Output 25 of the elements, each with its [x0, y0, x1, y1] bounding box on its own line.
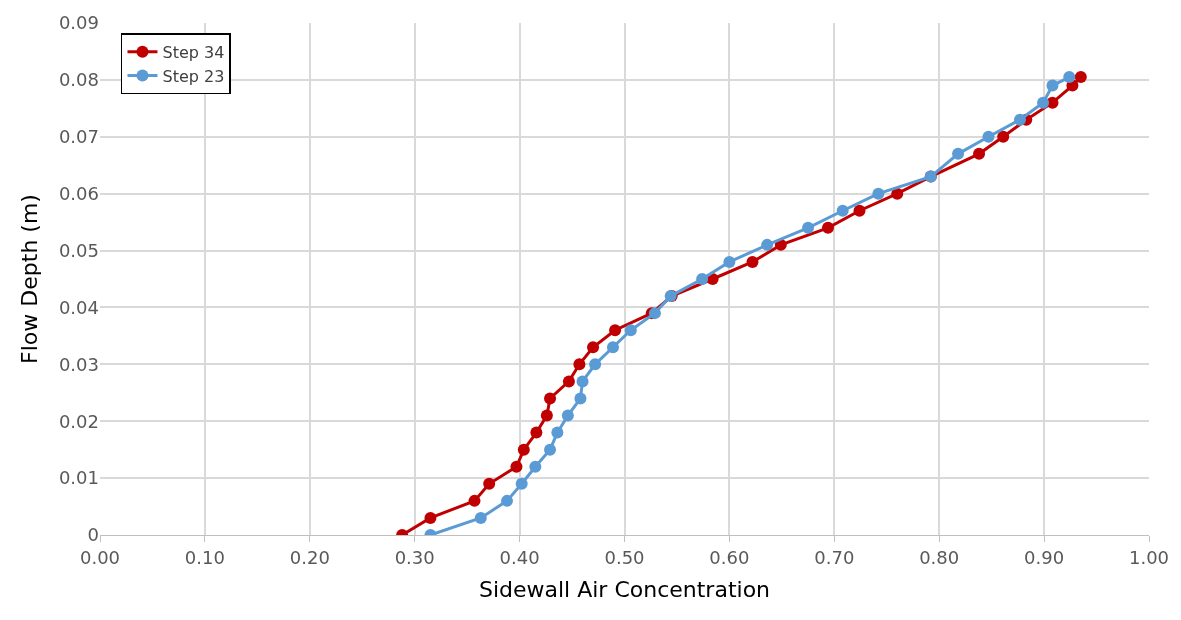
y-axis-title: Flow Depth (m)	[16, 194, 42, 364]
y-tick-label: 0.09	[58, 12, 99, 34]
x-tick-label: 0.20	[289, 546, 330, 568]
x-tick-label: 0.50	[604, 546, 645, 568]
y-tick-label: 0.04	[58, 296, 99, 318]
y-tick-label: 0.02	[58, 410, 99, 432]
legend-label: Step 23	[162, 66, 225, 86]
x-axis-title: Sidewall Air Concentration	[478, 577, 771, 603]
x-tick-label: 0.10	[184, 546, 225, 568]
y-tick-label: 0	[87, 524, 99, 546]
x-tick-label: 0.00	[79, 546, 121, 568]
y-tick-label: 0.08	[58, 69, 99, 91]
x-tick-label: 0.80	[919, 546, 960, 568]
y-tick-label: 0.03	[58, 353, 99, 375]
legend-label: Step 34	[162, 42, 225, 62]
x-tick-label: 0.30	[394, 546, 435, 568]
y-tick-label: 0.07	[58, 126, 99, 148]
x-tick-label: 0.70	[814, 546, 855, 568]
x-tick-label: 0.60	[709, 546, 750, 568]
x-tick-label: 1.00	[1128, 546, 1170, 568]
y-tick-label: 0.05	[58, 239, 99, 261]
x-tick-label: 0.40	[499, 546, 540, 568]
y-tick-label: 0.06	[58, 182, 99, 204]
y-tick-label: 0.01	[58, 467, 99, 489]
x-tick-label: 0.90	[1024, 546, 1065, 568]
